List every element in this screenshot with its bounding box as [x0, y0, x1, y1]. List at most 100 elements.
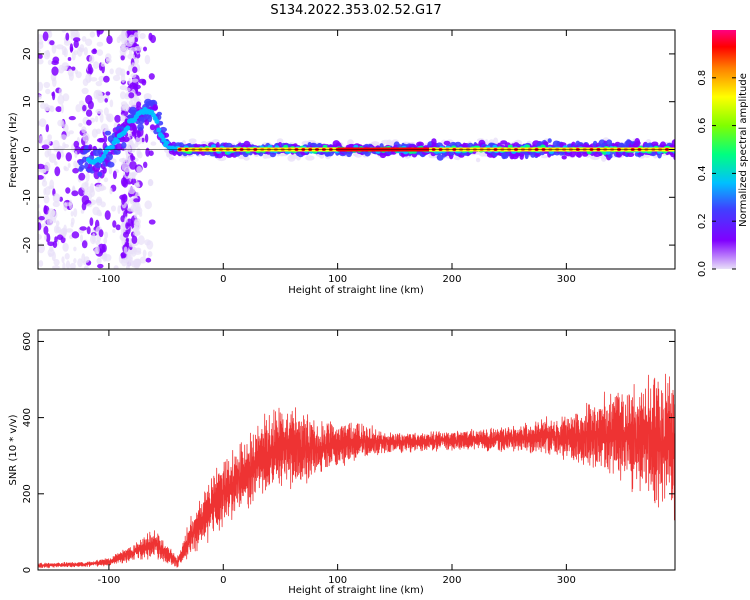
spectrogram-noise-cell: [45, 124, 49, 133]
spectrogram-noise-cell: [65, 32, 70, 41]
spectrogram-ridge-core: [322, 144, 328, 149]
spectrogram-noise-cell: [65, 260, 71, 269]
spectrogram-noise-cell: [106, 35, 113, 45]
spectrogram-noise-cell: [120, 43, 126, 49]
spectrogram-noise-cell: [48, 153, 57, 163]
y-tick-label: -10: [22, 189, 33, 205]
spectrogram-noise-cell: [87, 63, 93, 73]
spectrogram-noise-cell: [38, 54, 43, 59]
spectrogram-noise-cell: [52, 140, 60, 150]
spectrogram-noise-cell: [146, 240, 154, 250]
spectrogram-noise-cell: [44, 105, 53, 112]
spectrogram-ridge-cell: [137, 123, 144, 131]
spectrogram-noise-cell: [85, 38, 93, 46]
spectrogram-noise-cell: [79, 44, 85, 53]
spectrogram-ridge-cell: [104, 130, 112, 136]
spectrogram-noise-cell: [121, 195, 126, 205]
spectrogram-noise-cell: [82, 132, 90, 142]
spectrogram-noise-cell: [125, 222, 129, 230]
spectrogram-ridge-core: [403, 150, 409, 155]
spectrogram-ridge-cell: [132, 124, 137, 132]
spectrogram-noise-cell: [39, 135, 44, 145]
spectrogram-noise-cell: [103, 237, 108, 245]
spectrogram-noise-cell: [130, 73, 137, 78]
spectrogram-ridge-core: [115, 138, 120, 144]
spectrogram-noise-cell: [125, 155, 132, 165]
spectrogram-halo-cell: [188, 138, 197, 144]
spectrogram-noise-cell: [112, 220, 117, 228]
x-tick-label: 300: [557, 575, 576, 586]
y-tick-label: 600: [22, 332, 33, 351]
spectrogram-noise-cell: [150, 141, 157, 146]
spectrogram-noise-cell: [103, 253, 112, 262]
spectrogram-noise-cell: [38, 58, 44, 65]
spectrogram-halo-cell: [319, 154, 325, 159]
spectrogram-noise-cell: [49, 40, 55, 46]
spectrogram-noise-cell: [103, 75, 110, 83]
spectrogram-noise-cell: [61, 30, 67, 33]
spectrogram-noise-cell: [129, 47, 137, 52]
snr-x-ticks: -100 0 100 200 300: [98, 330, 576, 586]
x-tick-label: 200: [442, 575, 461, 586]
spectrogram-noise-cell: [144, 133, 149, 143]
spectrogram-ridge-cell: [121, 141, 127, 149]
spectrogram-noise-cell: [112, 229, 116, 233]
spectrogram-halo-cell: [381, 139, 391, 145]
spectrogram-noise-cell: [123, 31, 128, 40]
spectrogram-ridge-core: [125, 125, 131, 131]
spectrogram-noise-cell: [47, 134, 52, 141]
spectrogram-noise-cell: [132, 66, 138, 74]
spectrogram-noise-cell: [72, 167, 79, 174]
spectrogram-noise-cell: [63, 47, 68, 58]
spectrogram-noise-cell: [104, 210, 111, 221]
spectrogram-ridge-cell: [115, 143, 123, 151]
spectrogram-noise-cell: [96, 41, 104, 47]
spectrogram-noise-cell: [69, 262, 76, 269]
spectrogram-noise-cell: [39, 118, 47, 127]
spectrogram-noise-cell: [95, 198, 102, 203]
colorbar-tick-label: 0.0: [697, 261, 708, 277]
spectrogram-noise-cell: [65, 187, 71, 194]
spectrogram-noise-cell: [73, 40, 79, 49]
spectrogram-noise-cell: [80, 234, 83, 243]
spectrogram-ridge-cell: [159, 126, 167, 133]
spectrogram-noise-cell: [112, 170, 117, 180]
spectrogram-noise-cell: [67, 68, 74, 77]
spectrogram-noise-cell: [120, 215, 125, 223]
spectrogram-noise-cell: [81, 126, 87, 134]
spectrogram-noise-cell: [120, 114, 126, 122]
spectrogram-noise-cell: [44, 161, 51, 172]
spectrogram-noise-cell: [81, 202, 87, 211]
spectrogram-noise-cell: [62, 93, 70, 102]
spectrogram-noise-cell: [112, 74, 121, 82]
spectrogram-noise-cell: [123, 246, 128, 254]
spectrogram-noise-cell: [137, 235, 145, 246]
spectrogram-noise-cell: [89, 217, 94, 227]
spectrogram-noise-cell: [62, 142, 66, 150]
spectrogram-ridge-core: [164, 140, 170, 145]
spectrogram-noise-cell: [98, 229, 104, 238]
spectrogram-noise-cell: [86, 186, 95, 194]
spectrogram-noise-cell: [95, 81, 103, 87]
snr-y-ticks: 0 200 400 600: [22, 332, 675, 573]
spectrogram-noise-cell: [105, 53, 112, 61]
spectrogram-noise-cell: [40, 102, 46, 109]
spectrogram-noise-cell: [143, 93, 152, 101]
spectrogram-ridge-cell: [97, 171, 103, 177]
spectrogram-noise-cell: [86, 203, 93, 208]
spectrogram-noise-cell: [61, 256, 65, 264]
spectrogram-ridge-cell: [136, 130, 141, 138]
spectrogram-noise-cell: [133, 37, 138, 43]
spectrogram-ridge-core: [525, 144, 530, 148]
spectrogram-noise-cell: [122, 178, 129, 188]
spectrogram-noise-cell: [120, 252, 127, 259]
spectrogram-noise-cell: [135, 247, 142, 253]
spectrogram-noise-cell: [81, 87, 89, 95]
spectrogram-x-axis-label: Height of straight line (km): [288, 285, 424, 296]
spectrogram-noise-cell: [126, 70, 130, 76]
y-tick-label: 200: [22, 484, 33, 503]
spectrogram-noise-cell: [82, 104, 87, 112]
spectrogram-noise-cell: [56, 151, 62, 160]
